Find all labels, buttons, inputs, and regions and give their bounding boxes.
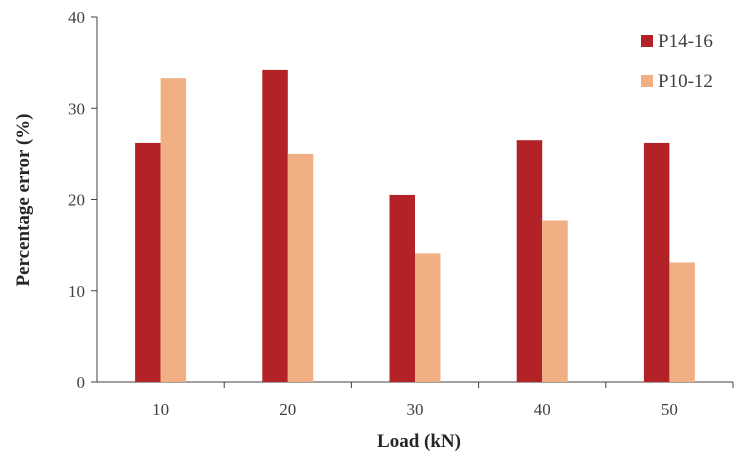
y-tick-label: 10 <box>68 282 85 301</box>
bars <box>135 69 695 383</box>
x-tick-label: 20 <box>279 400 296 419</box>
bar-p10-12-50 <box>669 262 695 382</box>
bar-p14-16-10 <box>135 142 161 382</box>
legend-label: P14-16 <box>658 31 713 52</box>
bar-p14-16-50 <box>643 142 670 382</box>
bar-p14-16-40 <box>516 140 543 382</box>
y-tick-label: 40 <box>68 8 85 27</box>
x-axis-title: Load (kN) <box>377 431 461 452</box>
x-tick-label: 30 <box>407 400 424 419</box>
y-axis-ticks: 0 10 20 30 40 <box>68 8 97 392</box>
x-tick-label: 10 <box>152 400 169 419</box>
legend-swatch <box>641 75 653 87</box>
bar-p10-12-20 <box>287 153 314 382</box>
legend-swatch <box>641 35 653 47</box>
legend-label: P10-12 <box>658 71 713 92</box>
bar-p14-16-30 <box>389 194 415 382</box>
y-tick-label: 30 <box>68 99 85 118</box>
x-tick-label: 50 <box>661 400 678 419</box>
x-axis-ticks: 10 20 30 40 50 <box>152 382 734 419</box>
legend: P14-16 P10-12 <box>641 31 713 92</box>
bar-p14-16-20 <box>262 69 288 383</box>
bar-p10-12-30 <box>415 253 441 382</box>
y-tick-label: 0 <box>77 373 86 392</box>
y-axis-title: Percentage error (%) <box>13 113 34 286</box>
x-tick-label: 40 <box>534 400 551 419</box>
bar-p10-12-40 <box>542 220 568 382</box>
bar-p10-12-10 <box>160 78 187 382</box>
y-tick-label: 20 <box>68 191 85 210</box>
